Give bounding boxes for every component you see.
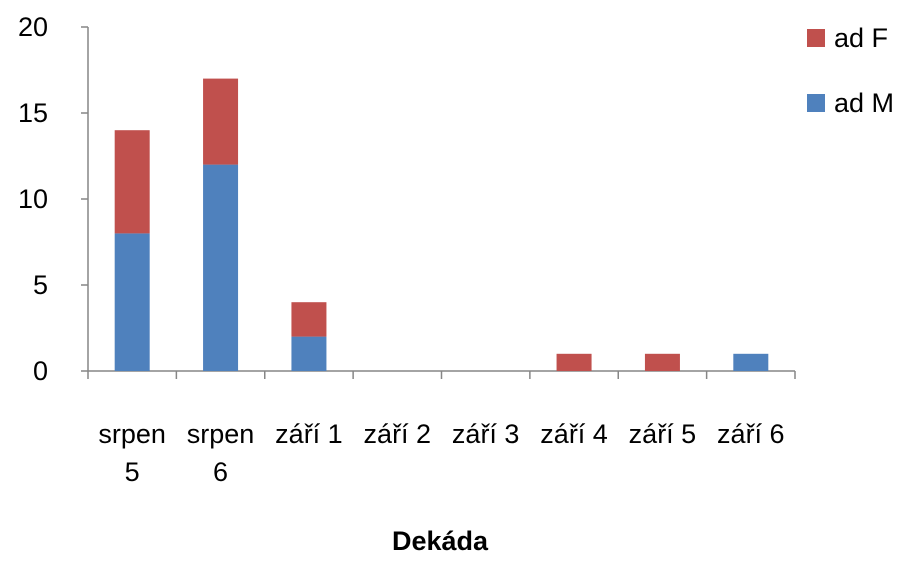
bar-ad-f — [203, 78, 239, 165]
y-tick-label: 0 — [33, 356, 48, 386]
axis-labels: 0 5 10 15 20 srpen 5 srpen 6 září 1 září 2 září 3 zá… — [18, 12, 785, 487]
x-axis-title: Dekáda — [392, 526, 489, 556]
bars — [114, 78, 769, 371]
legend: ad F ad M — [807, 23, 894, 118]
x-tick-label: září 6 — [717, 419, 785, 449]
legend-label: ad F — [834, 23, 888, 53]
bar-ad-m — [114, 233, 150, 371]
legend-item: ad F — [807, 23, 888, 53]
x-tick-label: září 2 — [364, 419, 432, 449]
bar-ad-f — [556, 353, 592, 371]
y-tick-label: 15 — [18, 98, 48, 128]
x-tick-label: srpen 6 — [187, 419, 255, 487]
bar-ad-m — [733, 353, 769, 371]
legend-swatch — [807, 94, 825, 112]
y-tick-label: 20 — [18, 12, 48, 42]
y-tick-label: 5 — [33, 270, 48, 300]
bar-ad-f — [291, 302, 327, 337]
bar-ad-f — [114, 130, 150, 234]
x-tick-label: srpen 5 — [98, 419, 166, 487]
y-tick-label: 10 — [18, 184, 48, 214]
x-tick-label: září 1 — [275, 419, 343, 449]
legend-swatch — [807, 29, 825, 47]
legend-item: ad M — [807, 88, 894, 118]
bar-ad-f — [644, 353, 680, 371]
axes — [81, 26, 796, 379]
legend-label: ad M — [834, 88, 894, 118]
x-tick-label: září 3 — [452, 419, 520, 449]
x-tick-label: září 5 — [629, 419, 697, 449]
bar-ad-m — [203, 164, 239, 371]
x-tick-label: září 4 — [540, 419, 608, 449]
bar-ad-m — [291, 336, 327, 371]
